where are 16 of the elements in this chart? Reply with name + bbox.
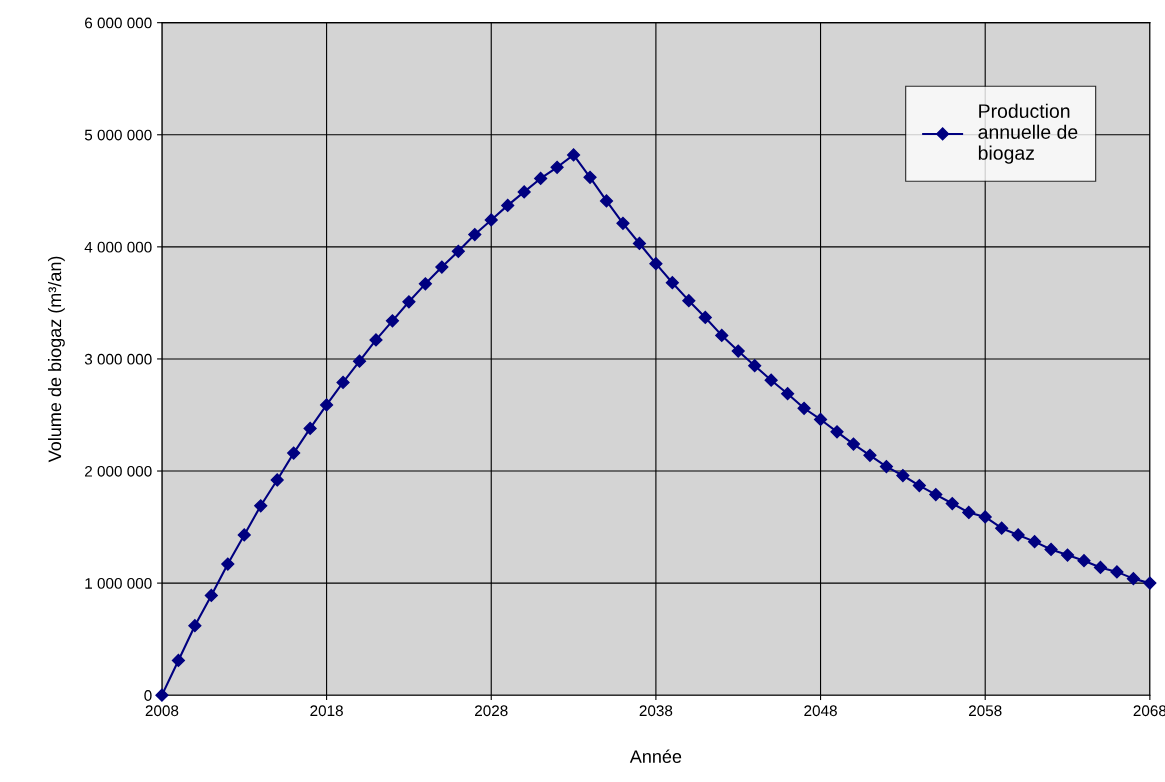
x-tick-label: 2048 (804, 705, 837, 717)
y-tick-label: 4 000 000 (84, 241, 152, 253)
y-tick-label: 3 000 000 (84, 353, 152, 365)
y-tick-label: 6 000 000 (85, 17, 152, 29)
y-tick-label: 0 (144, 690, 152, 701)
y-tick-label: 1 000 000 (85, 577, 152, 589)
x-tick-label: 2018 (310, 705, 343, 717)
y-tick-label: 2 000 000 (85, 465, 152, 477)
x-tick-label: 2038 (639, 705, 673, 717)
x-tick-label: 2058 (968, 705, 1002, 717)
legend-label: Production annuelle de biogaz (978, 103, 1078, 164)
x-axis-title: Année (629, 749, 682, 763)
x-tick-label: 2028 (475, 705, 508, 717)
y-axis-title: Volume de biogaz (m³/an) (47, 256, 65, 463)
x-tick-label: 2008 (145, 705, 179, 717)
y-tick-label: 5 000 000 (84, 129, 152, 141)
